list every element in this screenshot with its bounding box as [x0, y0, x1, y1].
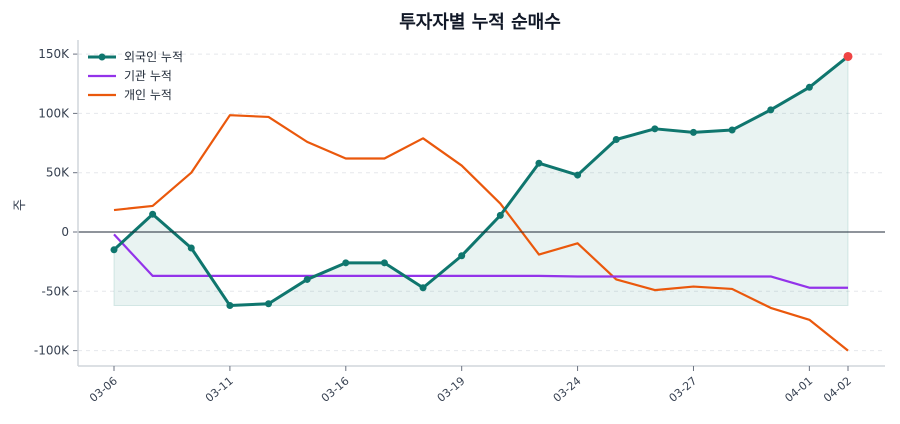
y-axis-label: 주	[13, 199, 28, 211]
y-tick-label: -50K	[42, 284, 71, 298]
chart-title: 투자자별 누적 순매수	[399, 12, 561, 33]
data-point	[303, 275, 311, 283]
series-line-1	[113, 233, 848, 289]
series-line-2	[113, 114, 849, 352]
data-point	[342, 259, 350, 267]
data-point	[535, 159, 543, 167]
legend-label: 외국인 누적	[124, 50, 183, 64]
data-point	[149, 210, 157, 218]
x-tick-label: 04-02	[821, 374, 854, 405]
x-tick-label: 03-16	[319, 374, 352, 405]
data-point	[574, 171, 582, 179]
data-point	[226, 302, 234, 310]
x-tick-label: 03-11	[203, 374, 236, 405]
x-tick-label: 03-06	[87, 374, 120, 405]
y-tick-label: 100K	[38, 106, 70, 120]
y-tick-label: 0	[61, 225, 69, 239]
data-point	[728, 126, 736, 134]
data-point	[419, 284, 427, 292]
data-point	[110, 246, 118, 254]
data-point	[458, 252, 466, 260]
last-point-marker	[843, 51, 853, 61]
legend-marker	[98, 53, 106, 61]
data-point	[689, 128, 697, 136]
x-tick-label: 04-01	[782, 374, 815, 405]
data-point	[496, 211, 504, 219]
y-tick-label: -100K	[34, 344, 70, 358]
data-point	[612, 135, 620, 143]
data-point	[767, 106, 775, 114]
data-point	[265, 300, 273, 308]
x-tick-label: 03-27	[667, 374, 700, 405]
data-point	[651, 125, 659, 133]
legend-label: 기관 누적	[124, 69, 172, 83]
legend-label: 개인 누적	[124, 88, 172, 102]
x-tick-label: 03-19	[435, 374, 468, 405]
data-point	[187, 244, 195, 252]
y-tick-label: 50K	[46, 166, 70, 180]
x-tick-label: 03-24	[551, 374, 584, 405]
y-tick-label: 150K	[38, 47, 70, 61]
series-line-0	[112, 55, 849, 308]
data-point	[380, 259, 388, 267]
foreign-area-fill	[113, 55, 849, 307]
data-point	[805, 83, 813, 91]
